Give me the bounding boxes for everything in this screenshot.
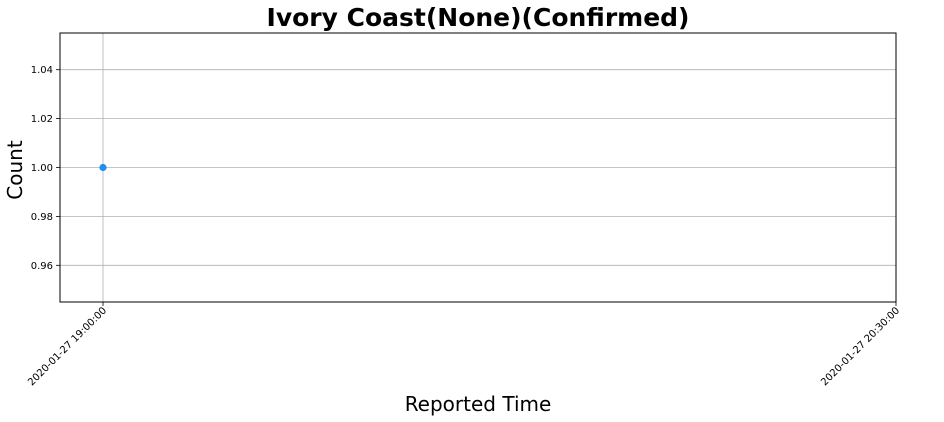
- chart-title: Ivory Coast(None)(Confirmed): [267, 3, 690, 32]
- y-tick-label: 1.00: [31, 163, 53, 174]
- x-tick-label: 2020-01-27 19:00:00: [26, 305, 109, 388]
- data-points: [99, 164, 106, 171]
- y-axis-label: Count: [3, 140, 27, 200]
- axis-ticks: 0.96 0.98 1.00 1.02 1.04 2020-01-27 19:00:00 2…: [26, 65, 902, 388]
- x-axis-label: Reported Time: [405, 392, 552, 416]
- y-tick-label: 0.98: [31, 212, 53, 223]
- y-tick-label: 0.96: [31, 261, 53, 272]
- data-point: [99, 164, 106, 171]
- y-tick-label: 1.02: [31, 114, 53, 125]
- x-tick-label: 2020-01-27 20:30:00: [819, 305, 902, 388]
- grid: [60, 33, 896, 302]
- y-tick-label: 1.04: [31, 65, 53, 76]
